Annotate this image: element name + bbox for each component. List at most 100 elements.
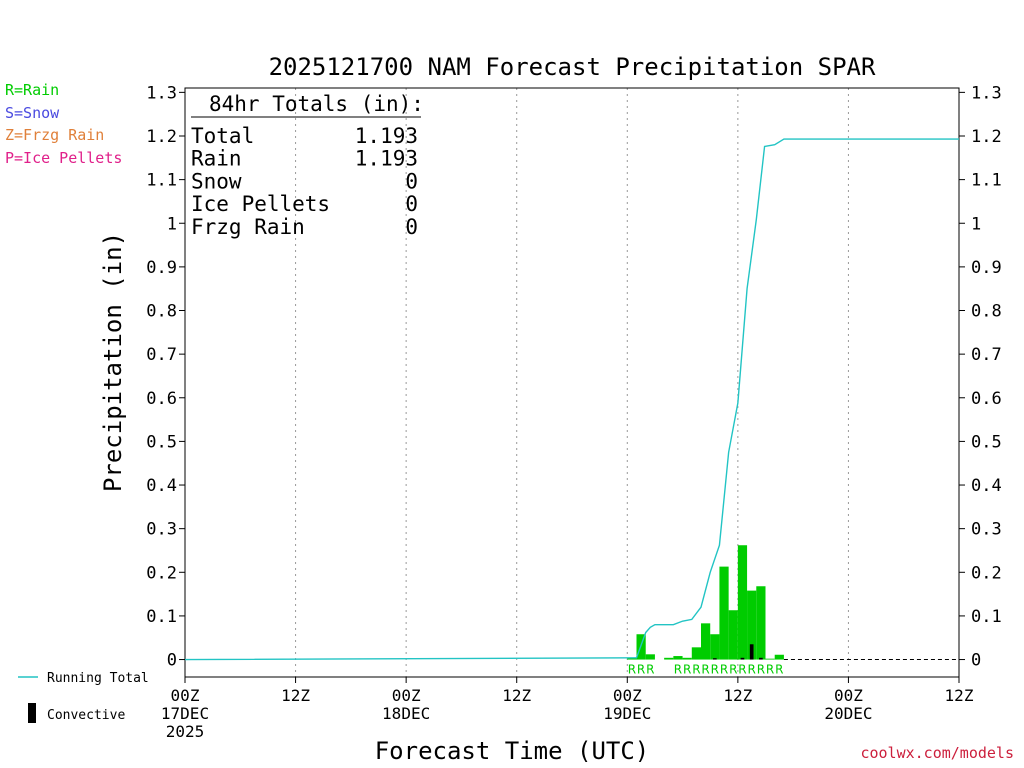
totals-row-label: Rain <box>191 147 242 171</box>
rain-bar <box>664 657 674 660</box>
y-tick-label-left: 0.7 <box>146 345 177 365</box>
x-tick-label: 12Z <box>723 686 752 705</box>
y-tick-label-right: 0.9 <box>971 258 1002 278</box>
x-tick-label: 12Z <box>281 686 310 705</box>
legend-snow: S=Snow <box>5 104 60 122</box>
totals-box: 84hr Totals (in): Total 1.193 Rain 1.193 Sno… <box>191 92 424 239</box>
convective-bar <box>759 657 763 660</box>
ptype-label: R <box>701 663 709 677</box>
convective-bar <box>749 644 754 660</box>
y-tick-label-left: 1.1 <box>146 171 177 191</box>
running-total-line <box>184 138 959 661</box>
y-tick-label-right: 0.4 <box>971 476 1002 496</box>
totals-header: 84hr Totals (in): <box>209 92 424 116</box>
ptype-label: R <box>775 663 783 677</box>
rain-bar <box>747 590 757 660</box>
ptype-label: R <box>720 663 728 677</box>
x-tick-label: 17DEC <box>161 704 209 723</box>
y-tick-label-left: 0.2 <box>146 563 177 583</box>
plot-frame <box>184 87 960 678</box>
rain-bar <box>627 657 637 660</box>
rain-bar <box>774 654 784 660</box>
rain-bar <box>737 545 748 660</box>
x-tick-label: 18DEC <box>382 704 430 723</box>
ptype-label: R <box>748 663 756 677</box>
x-tick-label: 00Z <box>834 686 863 705</box>
ptype-label: R <box>766 663 774 677</box>
y-tick-label-right: 0.5 <box>971 432 1002 452</box>
rain-bar <box>710 634 720 660</box>
ptype-label: R <box>683 663 691 677</box>
y-tick-label-left: 0.8 <box>146 302 177 322</box>
x-tick-label: 00Z <box>171 686 200 705</box>
rain-bar <box>673 656 683 660</box>
y-tick-label-left: 0.9 <box>146 258 177 278</box>
ptype-label: R <box>729 663 737 677</box>
rain-bar <box>682 657 692 660</box>
x-axis-label: Forecast Time (UTC) <box>375 737 650 765</box>
legend-convective-label: Convective <box>47 708 125 723</box>
y-tick-label-left: 1.2 <box>146 127 177 147</box>
ptype-label: R <box>711 663 719 677</box>
x-tick-label: 12Z <box>945 686 974 705</box>
y-tick-label-right: 0.8 <box>971 302 1002 322</box>
convective-bar <box>740 657 745 660</box>
y-tick-label-right: 1.3 <box>971 83 1002 103</box>
y-tick-label-right: 0.2 <box>971 563 1002 583</box>
grid-lines <box>295 88 849 677</box>
y-tick-label-right: 0.1 <box>971 607 1002 627</box>
ptype-label: R <box>674 663 682 677</box>
site-credit[interactable]: coolwx.com/models <box>860 744 1014 762</box>
convective-bars <box>712 644 763 660</box>
totals-row-label: Snow <box>191 169 242 193</box>
y-tick-label-right: 1 <box>971 214 981 234</box>
legend-rain: R=Rain <box>5 81 60 99</box>
chart-title: 2025121700 NAM Forecast Precipitation SP… <box>269 53 876 81</box>
y-tick-label-left: 0.5 <box>146 432 177 452</box>
y-axis-left: 0 0.1 0.2 0.3 0.4 0.5 0.6 0.7 0.8 0.9 1 1.1 1.2 1.3 <box>146 83 185 671</box>
ptype-label: R <box>757 663 765 677</box>
totals-row-value: 0 <box>405 192 418 216</box>
totals-row-value: 0 <box>405 169 418 193</box>
rain-bar <box>756 586 766 660</box>
y-axis-right: 0 0.1 0.2 0.3 0.4 0.5 0.6 0.7 0.8 0.9 1 1.1 1.2 1.3 <box>959 83 1002 671</box>
rain-bar <box>765 658 775 660</box>
legend-running-total-label: Running Total <box>47 671 149 686</box>
ptype-label: R <box>646 663 654 677</box>
x-tick-label: 00Z <box>392 686 421 705</box>
x-tick-label: 19DEC <box>603 704 651 723</box>
y-tick-label-right: 0.7 <box>971 345 1002 365</box>
ptype-label: R <box>738 663 746 677</box>
rain-bar <box>691 647 701 660</box>
totals-row-value: 0 <box>405 215 418 239</box>
ptype-label: R <box>628 663 636 677</box>
totals-row-value: 1.193 <box>355 124 418 148</box>
totals-row-label: Ice Pellets <box>191 192 330 216</box>
rain-bar <box>728 610 738 660</box>
y-tick-label-right: 0 <box>971 651 981 671</box>
y-tick-label-right: 1.2 <box>971 127 1002 147</box>
y-tick-label-left: 1 <box>167 214 177 234</box>
y-tick-label-left: 0.4 <box>146 476 177 496</box>
y-tick-label-left: 0.3 <box>146 520 177 540</box>
ptype-label: R <box>637 663 645 677</box>
legend-convective-swatch <box>28 703 36 723</box>
series-legend: Running Total Convective <box>18 671 149 723</box>
y-tick-label-left: 0 <box>167 651 177 671</box>
rain-bar <box>645 654 655 660</box>
y-tick-label-left: 1.3 <box>146 83 177 103</box>
convective-bar <box>712 658 717 660</box>
x-tick-label: 12Z <box>502 686 531 705</box>
totals-row-label: Frzg Rain <box>191 215 305 239</box>
y-axis-label: Precipitation (in) <box>99 232 127 492</box>
x-tick-label: 2025 <box>166 722 205 741</box>
totals-row-value: 1.193 <box>355 147 418 171</box>
y-tick-label-right: 0.3 <box>971 520 1002 540</box>
y-tick-label-right: 0.6 <box>971 389 1002 409</box>
legend-frzg-rain: Z=Frzg Rain <box>5 126 105 144</box>
x-tick-label: 00Z <box>613 686 642 705</box>
legend-ice-pellets: P=Ice Pellets <box>5 149 123 167</box>
